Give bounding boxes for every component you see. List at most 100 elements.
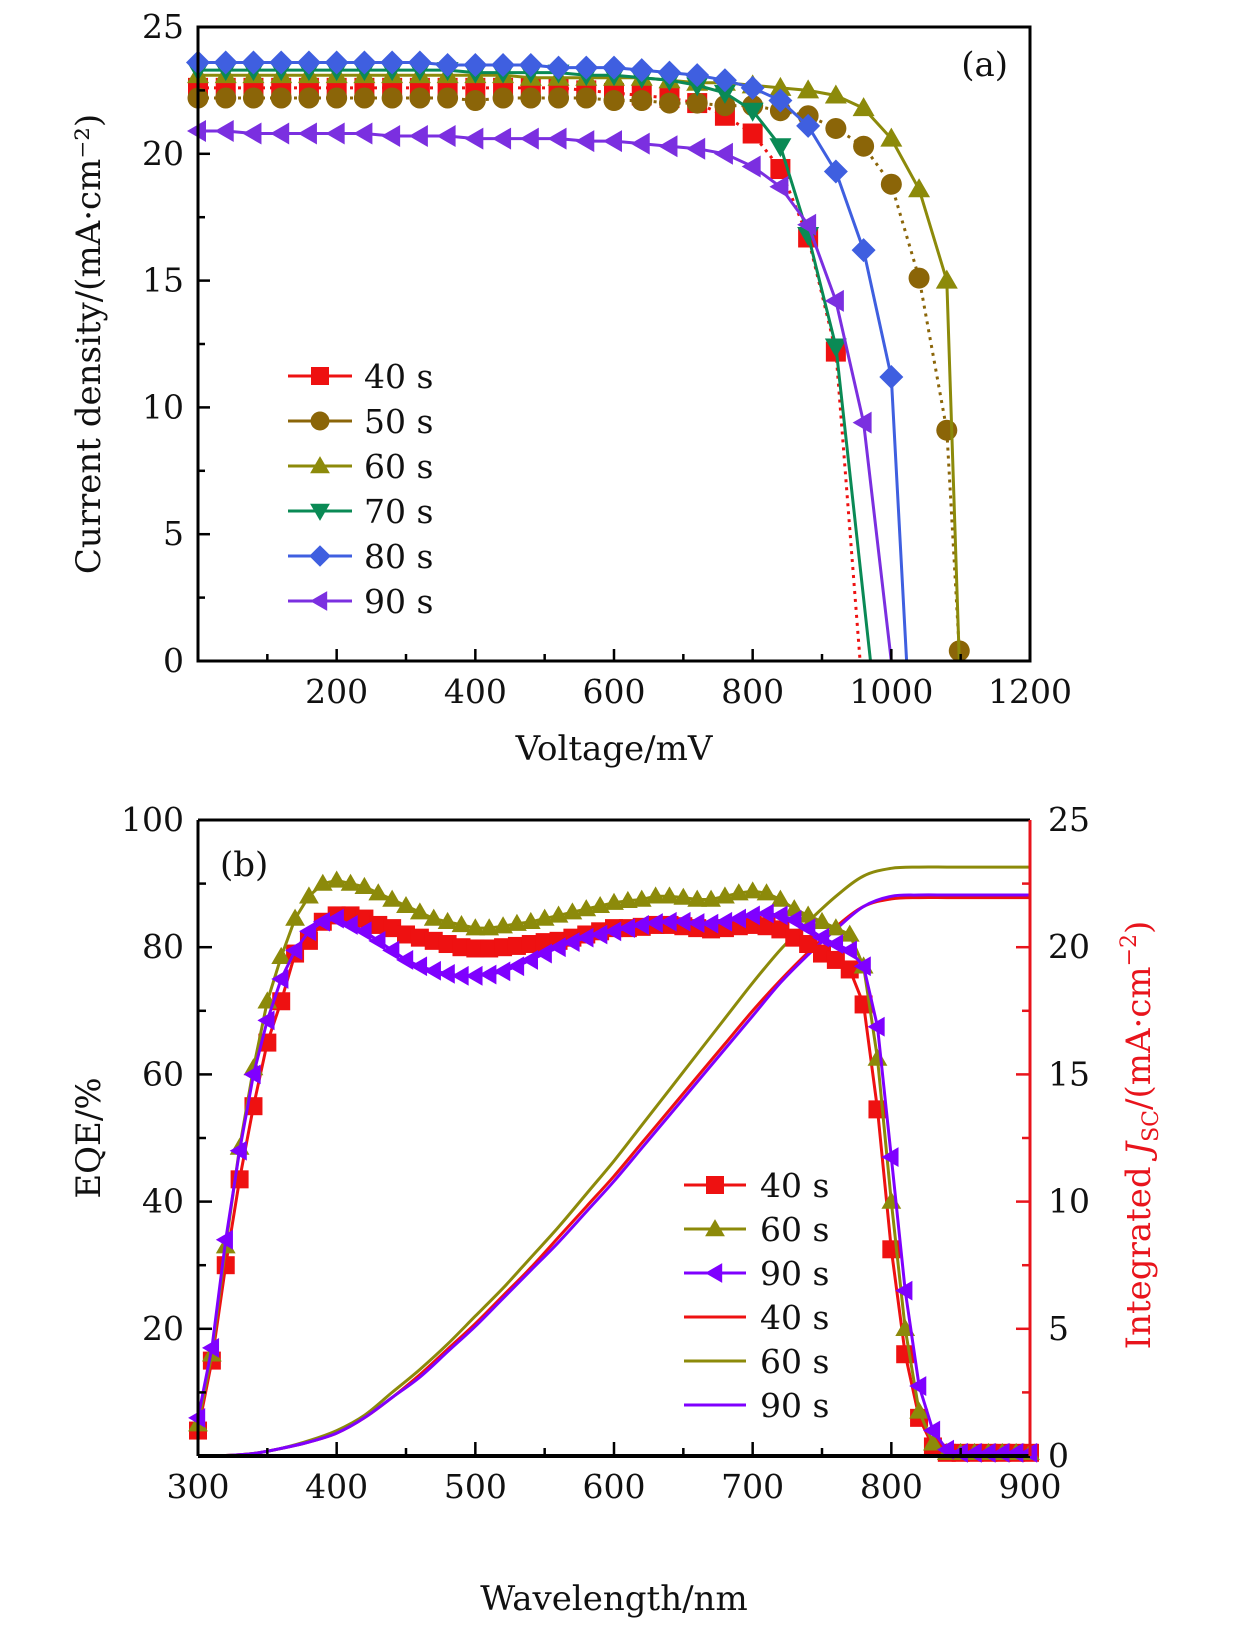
data-point (507, 913, 527, 931)
legend-marker (310, 591, 328, 611)
integrated-line (197, 896, 1030, 1458)
legend-label: 60 s (760, 1342, 829, 1381)
data-point (715, 911, 733, 932)
data-point (673, 911, 691, 932)
data-point (839, 940, 857, 961)
x-tick-label: 1000 (849, 672, 933, 711)
right-axis-title-sup: −2 (1117, 934, 1142, 966)
data-point (324, 50, 349, 75)
data-point (354, 876, 375, 894)
data-point (576, 927, 594, 948)
series-60s (187, 64, 961, 662)
data-point (520, 950, 538, 970)
data-point (617, 918, 636, 939)
integrated-series-40s (197, 896, 1030, 1458)
data-point (630, 132, 650, 155)
data-point (465, 918, 486, 936)
data-point (851, 238, 876, 263)
series-line (198, 61, 909, 662)
data-point (562, 932, 580, 953)
data-point (451, 915, 472, 933)
data-point (410, 928, 429, 947)
data-point (507, 936, 526, 955)
chart-a-legend: 40 s 50 s 60 s 70 s 80 s 90 s (288, 357, 433, 621)
data-point (798, 918, 816, 939)
right-axis-title-j: J (1119, 1140, 1159, 1162)
chart-a-plot-area (186, 50, 970, 662)
data-point (201, 1337, 220, 1358)
data-point (380, 50, 405, 75)
y-tick-label: 10 (142, 387, 184, 426)
data-point (823, 159, 848, 184)
data-point (617, 890, 638, 908)
x-tick-label: 400 (305, 1467, 368, 1506)
data-point (603, 130, 622, 153)
data-point (423, 960, 441, 981)
legend-marker (310, 503, 330, 521)
data-point (590, 924, 608, 945)
right-tick-label: 0 (1048, 1436, 1069, 1475)
data-point (397, 925, 415, 944)
data-point (687, 889, 708, 907)
data-point (409, 956, 428, 977)
data-point (881, 1147, 899, 1167)
data-point (352, 50, 377, 75)
right-axis-title-pre: Integrated (1119, 1156, 1159, 1350)
data-point (825, 918, 846, 936)
data-point (645, 913, 663, 933)
data-point (437, 964, 455, 984)
data-point (839, 924, 860, 942)
x-tick-label: 800 (860, 1467, 923, 1506)
data-point (423, 908, 444, 926)
data-point (824, 84, 847, 104)
data-point (797, 213, 817, 236)
legend-item: 40 s (288, 357, 433, 396)
data-point (270, 122, 290, 145)
data-point (479, 964, 497, 985)
data-point (494, 938, 513, 957)
x-tick-label: 500 (444, 1467, 507, 1506)
data-point (812, 911, 832, 929)
data-point (214, 119, 234, 142)
right-tick-label: 5 (1048, 1309, 1069, 1348)
data-point (285, 940, 303, 961)
chart-b-right-axis-title: Integrated JSC/(mA·cm−2) (1117, 921, 1164, 1350)
data-point (713, 142, 733, 165)
data-point (714, 95, 736, 117)
data-point (923, 1433, 943, 1451)
data-point (771, 920, 790, 939)
data-point (369, 915, 388, 934)
x-tick-label: 700 (721, 1467, 784, 1506)
legend-label: 40 s (760, 1298, 829, 1337)
data-point (491, 53, 516, 78)
data-point (548, 87, 570, 109)
legend-label: 90 s (760, 1254, 829, 1293)
data-point (215, 1229, 233, 1250)
chart-a-y-axis-title: Current density/(mA·cm⁻²) (69, 114, 109, 574)
x-tick-label: 200 (305, 672, 368, 711)
data-point (243, 1064, 261, 1085)
y-tick-label: 80 (142, 927, 184, 966)
y-tick-label: 5 (163, 514, 184, 553)
chart-b-x-axis-title: Wavelength/nm (480, 1579, 747, 1619)
data-point (909, 1376, 927, 1396)
data-point (269, 50, 294, 75)
y-tick-label: 15 (142, 261, 184, 300)
legend-item: 80 s (288, 537, 433, 576)
legend-label: 60 s (760, 1210, 829, 1249)
legend-item: 40 s (684, 1298, 829, 1337)
data-point (492, 87, 514, 109)
data-point (353, 87, 375, 109)
data-point (452, 938, 471, 957)
x-tick-label: 800 (721, 672, 784, 711)
data-point (368, 930, 386, 951)
y-tick-label: 40 (142, 1182, 184, 1221)
chart-a: 200 400 600 800 1000 1200 0 5 10 15 20 25 (a) Volta… (69, 7, 1072, 769)
data-point (742, 905, 760, 926)
data-point (867, 1016, 885, 1037)
data-point (520, 87, 542, 109)
legend-item: 40 s (684, 1166, 829, 1205)
data-point (408, 125, 428, 148)
legend-label: 90 s (760, 1386, 829, 1425)
